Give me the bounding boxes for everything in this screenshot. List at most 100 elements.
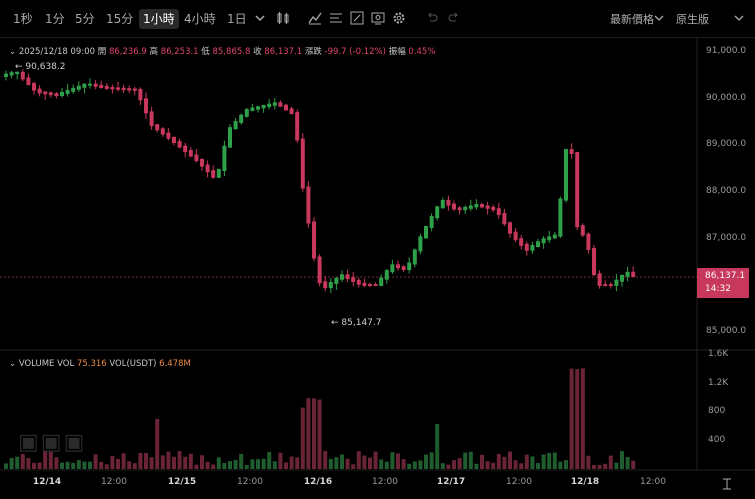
close-label: 收 (253, 47, 262, 57)
candle-body (351, 277, 356, 282)
candle-body (603, 284, 608, 286)
candle-body (216, 169, 221, 178)
screenshot-icon[interactable] (370, 10, 386, 26)
candle-body (536, 241, 540, 247)
low-annotation-value: 85,147.7 (341, 318, 382, 328)
candle-body (155, 124, 160, 131)
low-label: 低 (201, 47, 210, 57)
indicators-icon[interactable] (307, 10, 323, 26)
candle-body (429, 216, 434, 228)
volume-bar (384, 461, 389, 469)
candle-body (457, 207, 462, 211)
volume-bar (323, 451, 328, 469)
volume-bar (233, 460, 238, 469)
candle-body (104, 85, 109, 90)
timeframe-1d[interactable]: 1日 (227, 12, 247, 26)
list-settings-icon[interactable] (328, 10, 344, 26)
candle-body (569, 149, 574, 154)
volume-bar (446, 464, 451, 469)
vol-label: VOL (57, 359, 75, 369)
candle-body (552, 234, 557, 239)
redo-icon[interactable] (446, 10, 462, 26)
chevron-down-icon[interactable] (252, 10, 268, 26)
candle-body (485, 205, 490, 209)
volume-bar (474, 463, 479, 469)
volume-bar (205, 461, 210, 469)
volume-bar (541, 454, 546, 469)
time-tick: 12:00 (506, 477, 532, 487)
volume-bar (530, 456, 535, 469)
volume-bar (9, 457, 14, 469)
exchange-logo-watermark: ▣▣▣ (18, 430, 87, 455)
candle-body (48, 92, 53, 96)
volume-bar (300, 407, 305, 469)
candle-body (463, 206, 468, 211)
timeframe-1s[interactable]: 1秒 (13, 12, 33, 26)
timeframe-5m[interactable]: 5分 (75, 12, 95, 26)
volume-bar (558, 461, 563, 469)
candle-body (524, 243, 529, 251)
volume-bar (110, 455, 115, 469)
candle-type-icon[interactable] (275, 10, 291, 26)
vol-value: 75.316 (76, 359, 107, 369)
candle-body (211, 170, 216, 178)
collapse-chevron-icon[interactable]: ⌄ (9, 359, 17, 369)
candle-body (586, 233, 591, 250)
volume-bar (20, 454, 25, 469)
arrow-left-icon: ← (331, 318, 339, 328)
candle-body (26, 77, 31, 85)
volume-bar (222, 462, 227, 469)
volume-bar (575, 369, 580, 469)
collapse-chevron-icon[interactable]: ⌄ (9, 47, 17, 57)
candle-body (256, 106, 260, 110)
candle-body (233, 121, 238, 130)
candle-body (452, 203, 456, 210)
undo-icon[interactable] (424, 10, 440, 26)
candle-body (396, 264, 400, 269)
timeframe-4h[interactable]: 4小時 (184, 12, 216, 26)
candle-body (312, 221, 316, 259)
chart-style-select[interactable]: 原生版 (676, 13, 709, 26)
candle-body (519, 238, 524, 246)
volume-bar (424, 454, 428, 469)
candle-body (468, 205, 473, 209)
candle-body (418, 236, 423, 252)
volume-bar (536, 463, 540, 469)
candle-body (368, 284, 372, 286)
volume-bar (379, 459, 384, 469)
volume-bar (390, 452, 395, 469)
candle-body (289, 108, 294, 115)
volume-bar (256, 459, 260, 469)
price-type-select[interactable]: 最新價格 (610, 13, 654, 26)
candle-body (407, 262, 412, 271)
volume-bar (480, 454, 484, 469)
volume-bar (592, 464, 596, 469)
volume-bar (177, 451, 182, 469)
timeframe-15m[interactable]: 15分 (106, 12, 134, 26)
price-tick: 91,000.0 (706, 46, 747, 56)
candle-body (82, 83, 87, 88)
candle-body (200, 159, 204, 167)
volume-bar (463, 452, 468, 469)
volume-bar (289, 456, 294, 469)
gear-icon[interactable] (391, 10, 407, 26)
volume-bar (194, 464, 199, 469)
volume-bar (261, 458, 266, 469)
axis-scale-icon[interactable] (720, 476, 734, 492)
volume-tick: 400 (708, 435, 726, 445)
candle-body (93, 83, 98, 87)
chevron-down-icon[interactable] (651, 10, 667, 26)
candle-body (261, 104, 266, 109)
candle-body (37, 88, 42, 94)
volume-bar (508, 451, 512, 469)
volume-bar (519, 463, 524, 469)
chevron-down-icon[interactable] (731, 10, 747, 26)
candle-body (580, 225, 585, 236)
candle-body (362, 282, 367, 286)
timeframe-1h[interactable]: 1小時 (139, 9, 179, 29)
candle-body (121, 87, 126, 91)
drawing-tool-icon[interactable] (349, 10, 365, 26)
volume-bar (88, 461, 92, 469)
timeframe-1m[interactable]: 1分 (45, 12, 65, 26)
